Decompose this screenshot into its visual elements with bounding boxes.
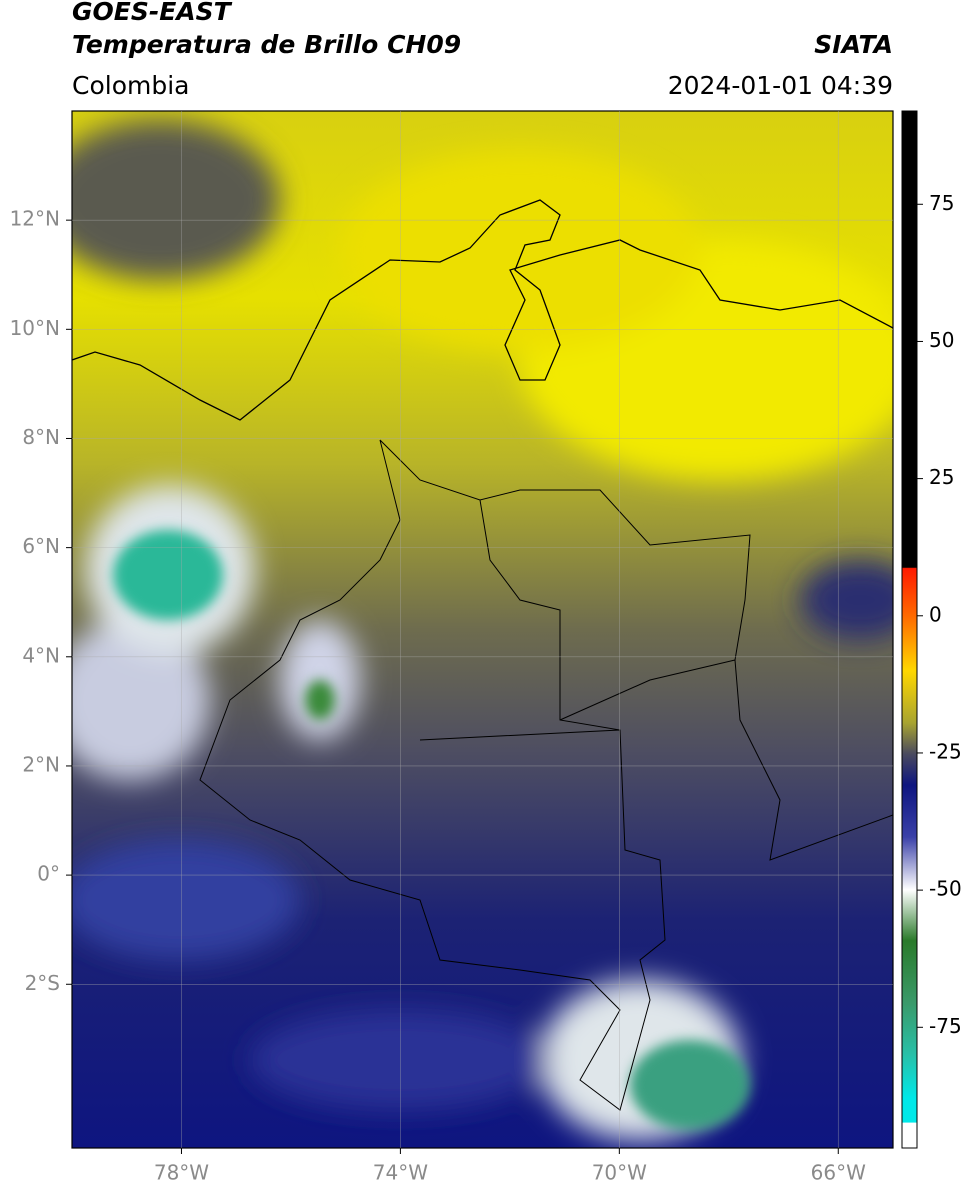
colorbar-tick-label: -25 — [929, 739, 962, 763]
y-tick-label: 0° — [37, 862, 60, 886]
satellite-image — [72, 111, 893, 1148]
y-tick-label: 8°N — [22, 425, 60, 449]
coastline — [72, 199, 893, 421]
colorbar-tick-label: -75 — [929, 1014, 962, 1038]
y-tick-label: 6°N — [22, 534, 60, 558]
colorbar-tick-label: 25 — [929, 465, 954, 489]
y-tick-label: 2°S — [25, 971, 60, 995]
y-tick-label: 10°N — [10, 316, 60, 340]
datetime: 2024-01-01 04:39 — [668, 71, 893, 100]
colorbar-tick-label: 50 — [929, 328, 954, 352]
x-tick-label: 74°W — [373, 1161, 428, 1185]
borders — [199, 439, 893, 1111]
map-frame — [71, 110, 894, 1149]
x-tick-label: 66°W — [811, 1161, 866, 1185]
x-tick-label: 70°W — [592, 1161, 647, 1185]
y-tick-label: 12°N — [10, 207, 60, 231]
title: GOES-EAST — [72, 0, 233, 26]
y-tick-label: 2°N — [22, 752, 60, 776]
subtitle: Temperatura de Brillo CH09 — [72, 30, 461, 59]
source: SIATA — [814, 30, 893, 59]
colorbar — [901, 110, 918, 1149]
region: Colombia — [72, 71, 189, 100]
colorbar-tick-label: 0 — [929, 602, 942, 626]
x-tick-label: 78°W — [154, 1161, 209, 1185]
colorbar-tick-label: 75 — [929, 191, 954, 215]
y-tick-label: 4°N — [22, 643, 60, 667]
colorbar-tick-label: -50 — [929, 877, 962, 901]
